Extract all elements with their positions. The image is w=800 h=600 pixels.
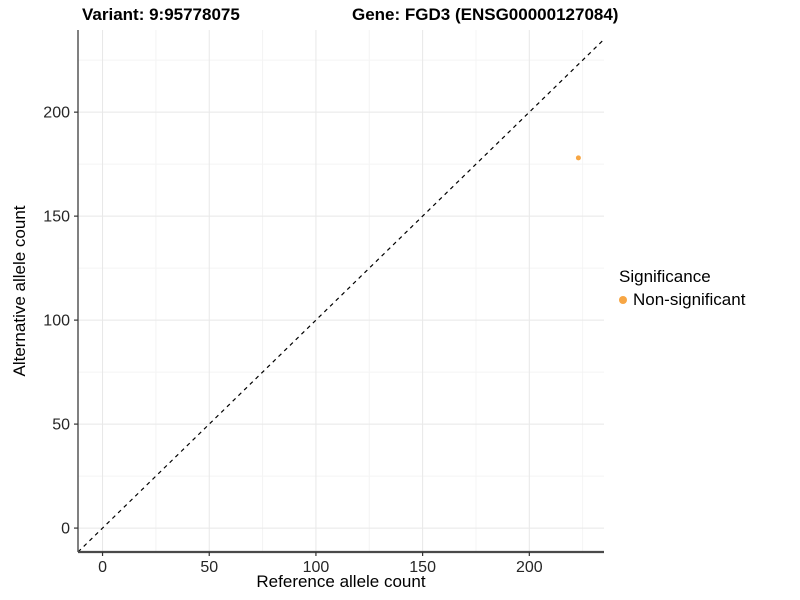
x-tick-label: 200	[516, 559, 543, 576]
panel-background	[78, 30, 604, 552]
y-tick-label: 100	[43, 313, 70, 330]
y-tick-label: 200	[43, 105, 70, 122]
y-tick-label: 150	[43, 209, 70, 226]
legend-dot-icon	[619, 296, 627, 304]
x-tick-label: 0	[98, 559, 107, 576]
legend-item-non-significant: Non-significant	[619, 290, 745, 310]
legend-item-label: Non-significant	[633, 290, 746, 309]
variant-title: Variant: 9:95778075	[82, 5, 240, 24]
legend-title: Significance	[619, 267, 711, 286]
y-tick-label: 50	[52, 417, 70, 434]
identity-line	[77, 38, 605, 553]
legend: Significance Non-significant	[619, 267, 745, 310]
data-point	[575, 155, 581, 161]
y-tick-label: 0	[61, 521, 70, 538]
x-tick-label: 150	[409, 559, 436, 576]
x-axis-title: Reference allele count	[256, 572, 426, 591]
y-axis-title: Alternative allele count	[10, 205, 29, 377]
x-tick-label: 100	[303, 559, 330, 576]
gene-title: Gene: FGD3 (ENSG00000127084)	[352, 5, 619, 24]
x-tick-label: 50	[200, 559, 218, 576]
